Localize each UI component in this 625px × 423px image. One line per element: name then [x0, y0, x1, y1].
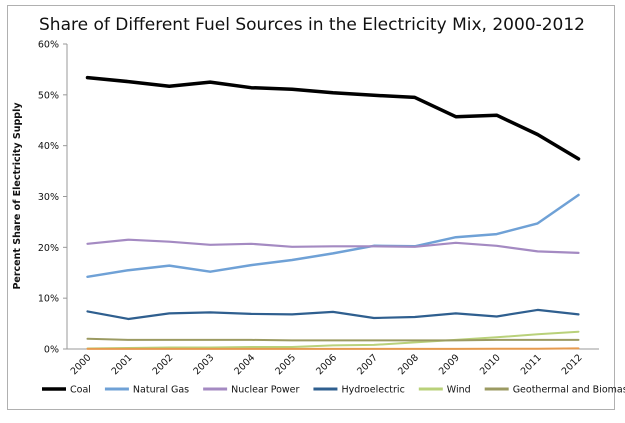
y-tick-label: 20%: [38, 243, 59, 254]
y-tick-label: 10%: [38, 294, 59, 305]
series-line-hydroelectric: [86, 308, 580, 321]
x-tick-label: 2009: [437, 352, 462, 377]
x-tick-label: 2011: [519, 352, 544, 377]
x-tick-label: 2012: [560, 352, 585, 377]
x-tick-label: 2002: [151, 352, 176, 377]
y-tick-label: 50%: [38, 90, 59, 101]
y-tick-label: 30%: [38, 192, 59, 203]
x-tick-label: 2000: [69, 352, 94, 377]
legend-label-wind: Wind: [447, 385, 471, 396]
series-line-wind: [86, 330, 580, 350]
x-tick-label: 2001: [110, 352, 135, 377]
x-tick-label: 2003: [191, 352, 216, 377]
y-axis-label: Percent Share of Electricity Supply: [12, 102, 23, 290]
y-tick-label: 40%: [38, 141, 59, 152]
legend: Coal Natural Gas Nuclear Power Hydroelectri…: [42, 385, 625, 396]
series-line-natural-gas: [86, 193, 580, 279]
y-ticks: 0% 10% 20% 30% 40% 50% 60%: [38, 40, 67, 356]
series-lines: [85, 75, 581, 350]
y-tick-label: 0%: [44, 345, 59, 356]
legend-label-nuclear-power: Nuclear Power: [231, 385, 299, 396]
x-tick-label: 2006: [314, 352, 339, 377]
x-tick-label: 2008: [396, 352, 421, 377]
chart-title: Share of Different Fuel Sources in the E…: [39, 15, 585, 35]
legend-label-natural-gas: Natural Gas: [133, 385, 189, 396]
y-tick-label: 60%: [38, 40, 59, 51]
x-tick-label: 2005: [273, 352, 298, 377]
x-tick-label: 2010: [478, 352, 503, 377]
chart-frame: [7, 5, 615, 410]
series-line-coal: [85, 75, 581, 161]
series-line-solar: [86, 347, 580, 350]
x-ticks: 2000 2001 2002 2003 2004 2005 2006 2007 2008 2009…: [69, 352, 585, 377]
legend-label-geothermal-and-biomass: Geothermal and Biomass: [513, 385, 625, 396]
legend-label-coal: Coal: [70, 385, 91, 396]
legend-label-hydroelectric: Hydroelectric: [341, 385, 404, 396]
series-line-nuclear-power: [86, 238, 580, 254]
x-tick-label: 2007: [355, 352, 380, 377]
series-line-geothermal-and-biomass: [86, 337, 580, 342]
x-tick-label: 2004: [232, 352, 257, 377]
